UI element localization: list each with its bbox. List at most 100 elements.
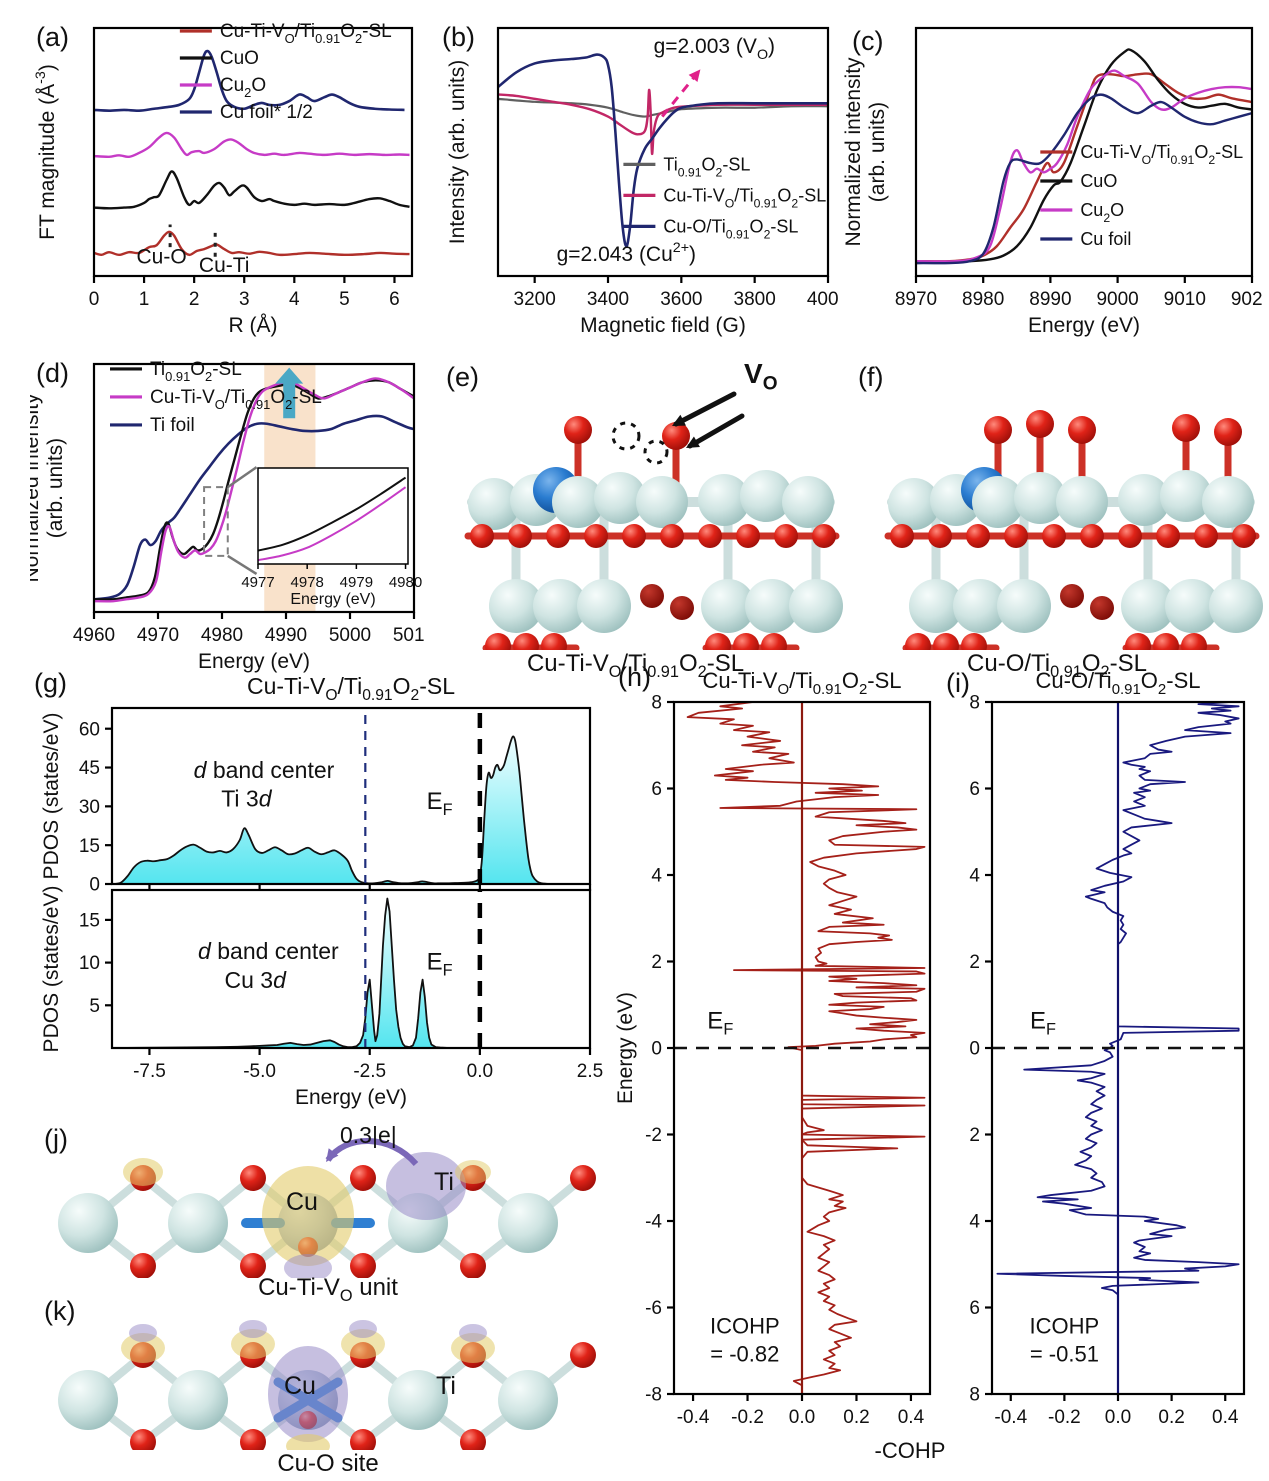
cu-atom-label-j: Cu xyxy=(286,1188,318,1216)
svg-text:45: 45 xyxy=(79,758,100,779)
svg-text:-0.2: -0.2 xyxy=(1048,1407,1081,1428)
svg-text:-0.2: -0.2 xyxy=(731,1407,764,1428)
svg-text:2: 2 xyxy=(969,952,980,973)
svg-text:-0.4: -0.4 xyxy=(677,1407,710,1428)
svg-text:Ti0.91O2-SL: Ti0.91O2-SL xyxy=(150,359,242,384)
svg-text:4: 4 xyxy=(651,866,662,887)
ti-atom-label-k: Ti xyxy=(436,1372,456,1400)
svg-text:= -0.82: = -0.82 xyxy=(710,1342,779,1367)
svg-text:4980: 4980 xyxy=(201,625,243,646)
ti-xanes-chart: 4960 4970 4980 4990 5000 5010 Energy (eV) Norma… xyxy=(30,359,425,673)
svg-text:4978: 4978 xyxy=(290,574,323,591)
svg-text:2: 2 xyxy=(189,289,200,310)
structure-e-caption: Cu-Ti-VO/Ti0.91O2-SL xyxy=(526,650,745,681)
svg-text:Normalized intensity: Normalized intensity xyxy=(30,393,43,583)
panel-letter-g: (g) xyxy=(34,668,67,698)
svg-text:4977: 4977 xyxy=(241,574,274,591)
svg-text:60: 60 xyxy=(79,719,100,740)
svg-text:0.0: 0.0 xyxy=(789,1407,815,1428)
panel-letter-e: (e) xyxy=(446,362,479,392)
svg-text:Energy (eV): Energy (eV) xyxy=(1028,314,1140,337)
svg-text:CuO: CuO xyxy=(1080,171,1117,191)
structure-panel-k: Cu Ti Cu-O site xyxy=(28,1300,628,1481)
svg-text:R (Å): R (Å) xyxy=(229,314,278,337)
cohp-cuo-chart: EF ICOHP = -0.51 -0.4 -0.2 0.0 0.2 0.4 8 6 4 2 0 2 4 6 8… xyxy=(969,668,1246,1428)
svg-text:6: 6 xyxy=(651,779,662,800)
svg-text:d band center: d band center xyxy=(194,757,335,783)
svg-text:4: 4 xyxy=(969,1212,980,1233)
svg-text:0: 0 xyxy=(969,1039,980,1060)
svg-text:0: 0 xyxy=(651,1039,662,1060)
svg-text:= -0.51: = -0.51 xyxy=(1030,1342,1099,1367)
svg-text:-6: -6 xyxy=(645,1298,662,1319)
svg-text:Cu-Ti-VO/Ti0.91O2-SL: Cu-Ti-VO/Ti0.91O2-SL xyxy=(220,21,392,46)
svg-text:2: 2 xyxy=(651,952,662,973)
structure-f-caption: Cu-O/Ti0.91O2-SL xyxy=(967,650,1147,681)
cuo-site-illustration xyxy=(58,1320,596,1458)
charge-transfer-illustration xyxy=(58,1138,596,1282)
svg-text:3200: 3200 xyxy=(514,289,556,310)
svg-text:-5.0: -5.0 xyxy=(243,1061,276,1082)
svg-text:Cu-Ti-VO/Ti0.91O2-SL: Cu-Ti-VO/Ti0.91O2-SL xyxy=(150,387,322,412)
svg-text:4: 4 xyxy=(289,289,300,310)
svg-text:0.0: 0.0 xyxy=(1105,1407,1131,1428)
cu-xanes-chart: 8970 8980 8990 9000 9010 9020 Energy (eV) Norma… xyxy=(842,26,1262,337)
svg-text:8: 8 xyxy=(969,693,980,714)
svg-text:5010: 5010 xyxy=(393,625,425,646)
cohp-cutivo-chart: EF ICOHP = -0.82 -0.4 -0.2 0.0 0.2 0.4 8 6 4 2 0 -2 -4… xyxy=(614,668,932,1428)
svg-text:2.5: 2.5 xyxy=(577,1061,603,1082)
svg-text:30: 30 xyxy=(79,797,100,818)
svg-text:Cu foil: Cu foil xyxy=(1080,229,1131,249)
svg-text:Cu-O/Ti0.91O2-SL: Cu-O/Ti0.91O2-SL xyxy=(1036,668,1201,698)
svg-text:Energy (eV): Energy (eV) xyxy=(198,650,310,673)
svg-text:4970: 4970 xyxy=(137,625,179,646)
svg-text:Cu-Ti-VO/Ti0.91O2-SL: Cu-Ti-VO/Ti0.91O2-SL xyxy=(702,668,901,698)
svg-text:4979: 4979 xyxy=(340,574,373,591)
svg-text:9020: 9020 xyxy=(1231,289,1262,310)
svg-text:1: 1 xyxy=(139,289,150,310)
svg-text:15: 15 xyxy=(79,911,100,932)
svg-text:Cu-Ti-VO/Ti0.91O2-SL: Cu-Ti-VO/Ti0.91O2-SL xyxy=(247,673,455,704)
svg-text:(arb. units): (arb. units) xyxy=(44,438,67,538)
panel-letter-k: (k) xyxy=(44,1296,76,1326)
svg-text:15: 15 xyxy=(79,836,100,857)
svg-text:-4: -4 xyxy=(645,1212,662,1233)
svg-text:-7.5: -7.5 xyxy=(133,1061,166,1082)
cohp-axis-label: -COHP xyxy=(874,1438,946,1463)
svg-text:0: 0 xyxy=(89,289,100,310)
svg-text:CuO: CuO xyxy=(220,48,259,69)
svg-text:Energy (eV): Energy (eV) xyxy=(290,591,375,608)
svg-text:8970: 8970 xyxy=(895,289,937,310)
structure-panel-f: Cu-O/Ti0.91O2-SL xyxy=(848,350,1266,685)
svg-text:Ti0.91O2-SL: Ti0.91O2-SL xyxy=(663,154,750,179)
svg-text:0.2: 0.2 xyxy=(1158,1407,1184,1428)
svg-text:5: 5 xyxy=(89,996,100,1017)
svg-text:Cu-Ti-VO/Ti0.91O2-SL: Cu-Ti-VO/Ti0.91O2-SL xyxy=(663,185,826,210)
ti-atom-label-j: Ti xyxy=(434,1168,454,1196)
svg-text:Cu foil* 1/2: Cu foil* 1/2 xyxy=(220,102,313,123)
svg-text:4990: 4990 xyxy=(265,625,307,646)
svg-text:0.2: 0.2 xyxy=(843,1407,869,1428)
svg-text:Magnetic field (G): Magnetic field (G) xyxy=(580,314,746,337)
svg-text:4960: 4960 xyxy=(73,625,115,646)
svg-text:Energy (eV): Energy (eV) xyxy=(614,992,637,1104)
svg-text:FT magnitude (Å-3): FT magnitude (Å-3) xyxy=(33,64,59,240)
svg-text:3800: 3800 xyxy=(734,289,776,310)
svg-text:10: 10 xyxy=(79,953,100,974)
lattice-cuo-illustration xyxy=(884,410,1263,659)
svg-text:Cu-O: Cu-O xyxy=(137,245,187,268)
svg-text:EF: EF xyxy=(427,948,453,979)
structure-j-caption: Cu-Ti-VO unit xyxy=(258,1274,398,1305)
svg-text:-2: -2 xyxy=(645,1125,662,1146)
structure-panel-e: VO Cu-Ti-VO/Ti0.91O2-SL xyxy=(428,350,843,685)
panel-letter-b: (b) xyxy=(442,22,475,52)
svg-text:PDOS (states/eV): PDOS (states/eV) xyxy=(40,713,63,880)
panel-letter-f: (f) xyxy=(858,362,884,392)
svg-text:Cu2O: Cu2O xyxy=(1080,200,1124,225)
svg-text:3: 3 xyxy=(239,289,250,310)
svg-text:8: 8 xyxy=(969,1385,980,1406)
svg-text:EF: EF xyxy=(707,1008,733,1039)
svg-text:Cu 3d: Cu 3d xyxy=(224,967,287,993)
